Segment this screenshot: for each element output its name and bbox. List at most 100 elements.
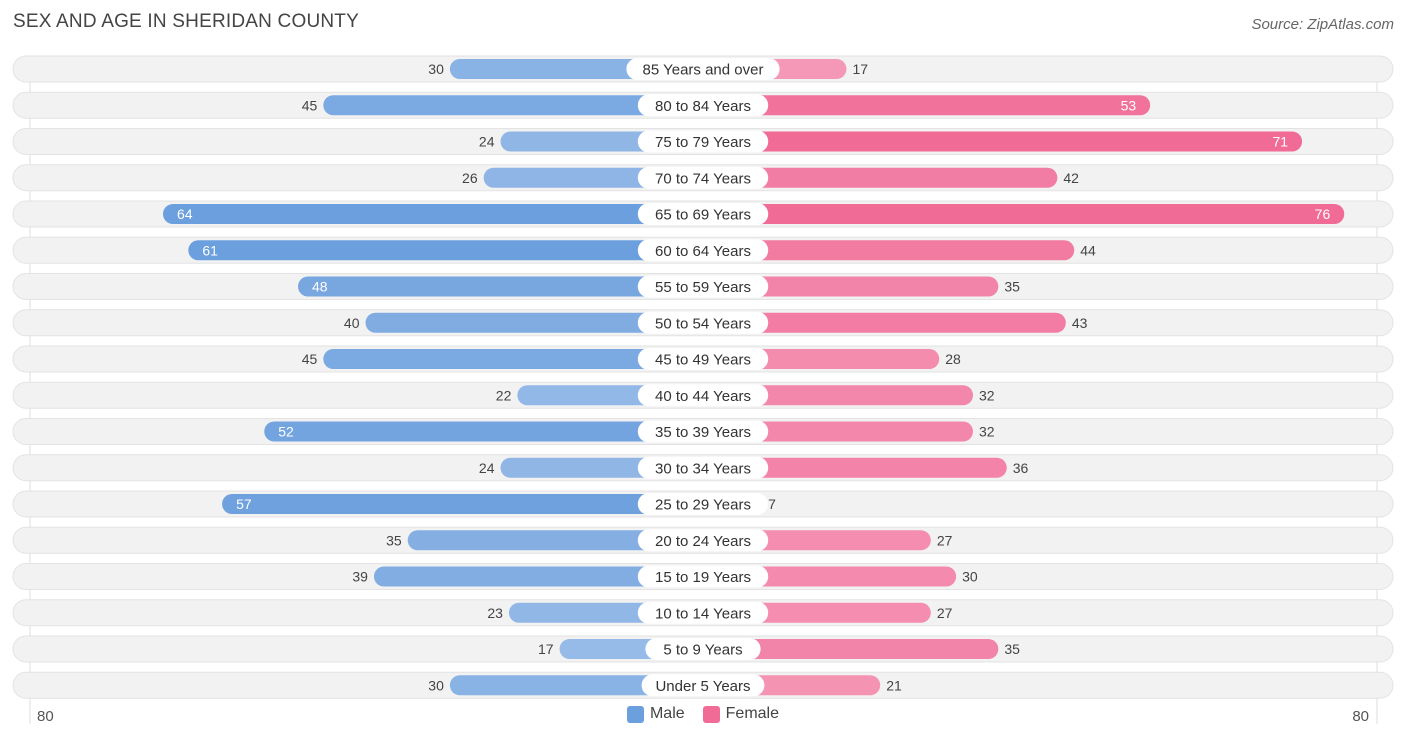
category-label: 60 to 64 Years <box>655 243 751 260</box>
category-pill <box>637 420 769 443</box>
chart-legend: Male Female <box>0 705 1406 723</box>
category-pill <box>637 565 769 588</box>
female-value-label: 71 <box>1272 134 1288 150</box>
category-pill <box>637 130 769 153</box>
category-pill <box>637 275 769 298</box>
male-value-label: 24 <box>479 460 495 476</box>
female-value-label: 21 <box>886 677 902 693</box>
category-label: 75 to 79 Years <box>655 134 751 151</box>
male-bar <box>407 530 703 551</box>
axis-right-max-label: 80 <box>1352 708 1369 725</box>
male-value-label: 24 <box>479 134 495 150</box>
legend-swatch-female <box>702 705 720 723</box>
male-bar <box>323 95 703 116</box>
male-value-label: 52 <box>278 424 294 440</box>
male-value-label: 57 <box>236 496 252 512</box>
female-value-label: 44 <box>1080 242 1096 258</box>
female-value-label: 32 <box>979 424 995 440</box>
legend-swatch-male <box>626 705 644 723</box>
male-bar <box>298 276 703 297</box>
category-pill <box>645 638 761 660</box>
male-bar <box>188 240 703 261</box>
female-bar <box>703 167 1058 188</box>
category-label: 5 to 9 Years <box>663 642 742 659</box>
male-value-label: 35 <box>386 532 402 548</box>
category-label: 15 to 19 Years <box>655 569 751 586</box>
category-label: 65 to 69 Years <box>655 207 751 224</box>
male-bar <box>323 349 703 369</box>
category-pill <box>637 601 769 624</box>
female-bar <box>703 639 999 659</box>
female-bar <box>703 457 1007 478</box>
female-value-label: 42 <box>1063 170 1079 186</box>
female-value-label: 28 <box>945 351 961 367</box>
category-pill <box>637 166 769 189</box>
male-value-label: 40 <box>344 315 360 331</box>
female-bar <box>703 240 1075 261</box>
category-pill <box>637 493 769 515</box>
female-value-label: 7 <box>768 496 776 512</box>
legend-item-female[interactable]: Female <box>702 705 779 723</box>
female-value-label: 76 <box>1315 206 1331 222</box>
category-pill <box>637 348 769 370</box>
male-bar <box>449 675 703 696</box>
category-label: 35 to 39 Years <box>655 424 751 441</box>
male-value-label: 61 <box>202 242 218 258</box>
category-label: 50 to 54 Years <box>655 315 751 332</box>
category-pill <box>637 384 769 407</box>
female-value-label: 17 <box>852 61 868 77</box>
male-value-label: 30 <box>428 61 444 77</box>
category-label: 80 to 84 Years <box>655 98 751 115</box>
axis-left-max-label: 80 <box>37 708 54 725</box>
male-value-label: 45 <box>302 97 318 113</box>
female-bar <box>703 385 973 406</box>
legend-label-male: Male <box>649 705 685 722</box>
category-label: 25 to 29 Years <box>655 497 751 514</box>
male-value-label: 23 <box>487 605 503 621</box>
female-value-label: 27 <box>937 605 953 621</box>
category-pill <box>637 203 769 225</box>
category-label: 20 to 24 Years <box>655 533 751 550</box>
male-bar <box>373 566 703 587</box>
category-label: Under 5 Years <box>655 678 750 695</box>
female-value-label: 27 <box>937 532 953 548</box>
male-value-label: 39 <box>352 569 368 585</box>
category-pill <box>626 58 780 80</box>
category-label: 40 to 44 Years <box>655 388 751 405</box>
category-pill <box>637 529 769 552</box>
male-value-label: 17 <box>538 641 554 657</box>
category-label: 55 to 59 Years <box>655 279 751 296</box>
female-value-label: 30 <box>962 569 978 585</box>
legend-item-male[interactable]: Male <box>626 705 685 723</box>
male-bar <box>163 204 703 224</box>
male-bar <box>222 494 703 514</box>
category-pill <box>637 94 769 117</box>
female-bar <box>703 421 973 442</box>
chart-title: SEX AND AGE IN SHERIDAN COUNTY <box>13 11 359 32</box>
female-bar <box>703 204 1345 224</box>
male-value-label: 26 <box>462 170 478 186</box>
female-bar <box>703 131 1303 152</box>
female-value-label: 43 <box>1072 315 1088 331</box>
female-value-label: 32 <box>979 387 995 403</box>
female-bar <box>703 95 1151 116</box>
female-bar <box>703 276 999 297</box>
category-label: 85 Years and over <box>643 62 764 79</box>
category-label: 10 to 14 Years <box>655 605 751 622</box>
category-label: 30 to 34 Years <box>655 460 751 477</box>
male-bar <box>264 421 703 442</box>
female-value-label: 53 <box>1121 97 1137 113</box>
category-label: 70 to 74 Years <box>655 170 751 187</box>
female-value-label: 35 <box>1004 641 1020 657</box>
male-value-label: 30 <box>428 677 444 693</box>
chart-source: Source: ZipAtlas.com <box>1251 16 1394 33</box>
male-bar <box>365 312 703 333</box>
male-value-label: 45 <box>302 351 318 367</box>
category-pill <box>637 311 769 334</box>
female-value-label: 35 <box>1004 279 1020 295</box>
female-value-label: 36 <box>1013 460 1029 476</box>
male-value-label: 22 <box>496 387 512 403</box>
female-bar <box>703 312 1066 333</box>
male-value-label: 64 <box>177 206 193 222</box>
